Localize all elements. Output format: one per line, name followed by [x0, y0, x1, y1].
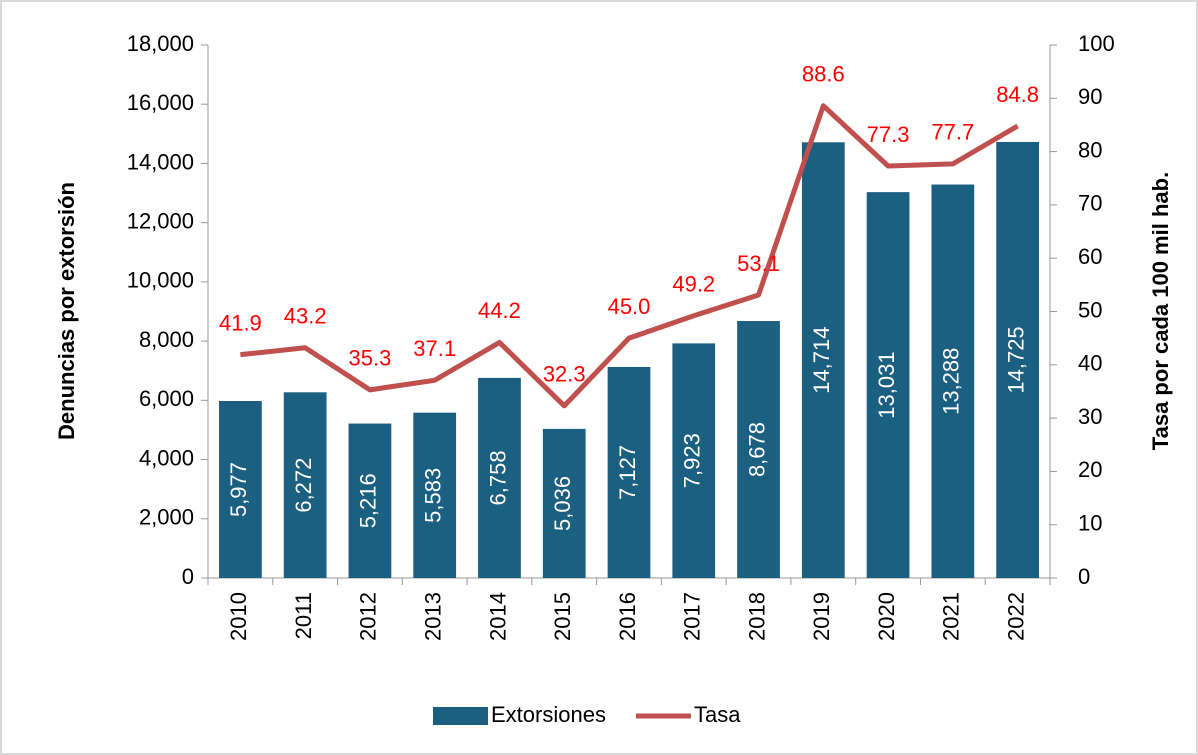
y-tick-label: 14,000: [127, 149, 194, 174]
y2-tick-label: 30: [1078, 404, 1102, 429]
x-tick-label: 2016: [615, 592, 640, 641]
x-tick-label: 2015: [550, 592, 575, 641]
bar: [607, 366, 651, 578]
bar: [542, 428, 586, 578]
line-label: 37.1: [413, 336, 456, 361]
bar-label: 5,216: [356, 473, 381, 528]
bar: [219, 401, 262, 578]
bar-label: 7,127: [615, 445, 640, 500]
y-axis-title: Denuncias por extorsión: [54, 182, 79, 440]
bar: [478, 377, 521, 578]
bar: [931, 184, 975, 578]
bar: [348, 423, 392, 578]
x-tick-label: 2017: [680, 592, 705, 641]
y2-tick-label: 40: [1078, 351, 1102, 376]
x-tick-label: 2020: [874, 592, 899, 641]
y2-tick-label: 70: [1078, 191, 1102, 216]
y-tick-label: 4,000: [139, 445, 194, 470]
bar-label: 14,714: [809, 327, 834, 394]
bar: [801, 142, 845, 578]
y-tick-label: 6,000: [139, 386, 194, 411]
y2-tick-label: 80: [1078, 137, 1102, 162]
y2-tick-label: 0: [1078, 564, 1090, 589]
y-tick-label: 16,000: [127, 90, 194, 115]
bar-label: 13,031: [874, 351, 899, 418]
bar: [866, 192, 910, 578]
line-label: 77.3: [867, 122, 910, 147]
y2-tick-label: 100: [1078, 31, 1115, 56]
line-label: 84.8: [996, 82, 1039, 107]
legend-label: Tasa: [694, 702, 741, 727]
bar-label: 14,725: [1003, 326, 1028, 393]
x-tick-label: 2022: [1003, 592, 1028, 641]
bar-label: 7,923: [680, 433, 705, 488]
bar: [413, 412, 457, 578]
x-tick-label: 2011: [291, 592, 316, 639]
y2-axis-title: Tasa por cada 100 mil hab.: [1148, 172, 1173, 450]
line-label: 43.2: [284, 304, 327, 329]
bar: [672, 343, 716, 578]
y2-tick-label: 90: [1078, 84, 1102, 109]
x-tick-label: 2014: [485, 592, 510, 641]
y2-tick-label: 60: [1078, 244, 1102, 269]
bar-label: 6,758: [485, 450, 510, 505]
y-tick-label: 10,000: [127, 268, 194, 293]
bar: [283, 392, 327, 578]
line-label: 35.3: [349, 346, 392, 371]
y-tick-label: 0: [182, 564, 194, 589]
x-tick-label: 2021: [939, 592, 964, 641]
line-label: 44.2: [478, 298, 521, 323]
bar: [996, 141, 1039, 579]
legend-swatch: [433, 707, 488, 725]
line-label: 41.9: [219, 310, 262, 335]
y-tick-label: 8,000: [139, 327, 194, 352]
line-label: 77.7: [931, 120, 974, 145]
bar-label: 5,977: [226, 462, 251, 517]
y-tick-label: 2,000: [139, 505, 194, 530]
y-tick-label: 12,000: [127, 208, 194, 233]
x-tick-label: 2018: [744, 592, 769, 641]
y2-tick-label: 20: [1078, 457, 1102, 482]
bar: [737, 321, 780, 578]
y-tick-label: 18,000: [127, 31, 194, 56]
bar-label: 5,583: [421, 468, 446, 523]
x-tick-label: 2019: [809, 592, 834, 641]
bar-label: 13,288: [939, 348, 964, 415]
x-tick-label: 2010: [226, 592, 251, 641]
legend-label: Extorsiones: [491, 702, 606, 727]
line-label: 53.1: [737, 251, 780, 276]
line: [240, 103, 1019, 409]
line-label: 88.6: [802, 62, 845, 87]
line-label: 49.2: [672, 272, 715, 297]
line-label: 32.3: [543, 362, 586, 387]
x-tick-label: 2012: [356, 592, 381, 641]
bar-label: 5,036: [550, 476, 575, 531]
line-label: 45.0: [608, 294, 651, 319]
bar-label: 8,678: [744, 422, 769, 477]
y2-tick-label: 10: [1078, 511, 1102, 536]
y2-tick-label: 50: [1078, 297, 1102, 322]
bar-label: 6,272: [291, 458, 316, 513]
x-tick-label: 2013: [421, 592, 446, 641]
